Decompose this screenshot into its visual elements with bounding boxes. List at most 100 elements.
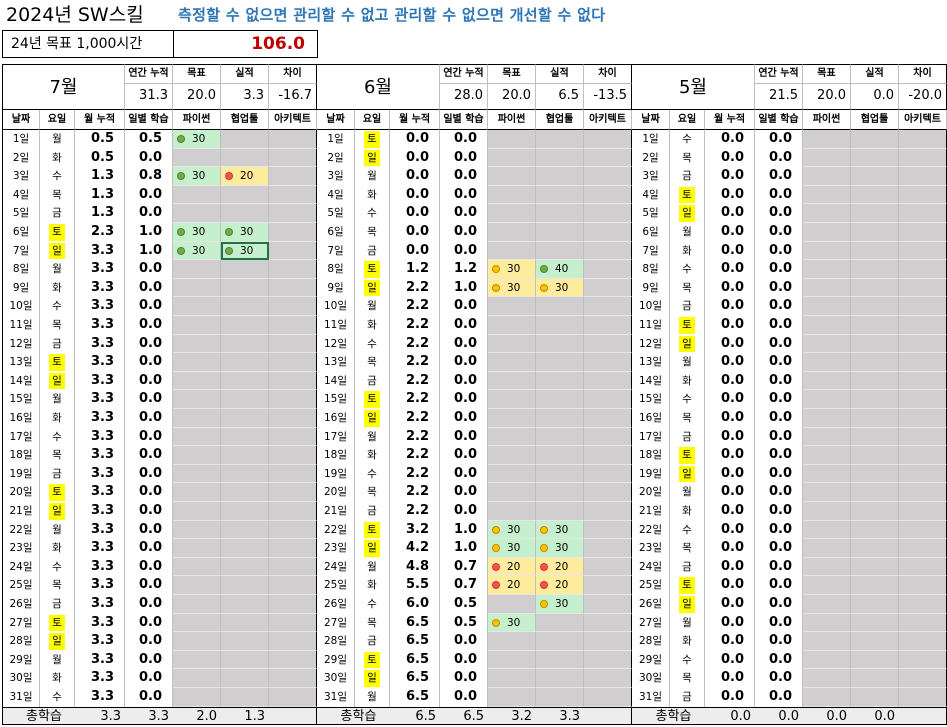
python-cell[interactable] <box>173 595 221 614</box>
collab-cell[interactable] <box>851 390 899 409</box>
python-cell[interactable] <box>803 278 851 298</box>
python-cell[interactable] <box>803 241 851 261</box>
python-cell[interactable] <box>173 409 221 428</box>
collab-cell[interactable] <box>851 167 899 186</box>
collab-cell[interactable] <box>851 502 899 521</box>
arch-cell[interactable] <box>269 167 317 186</box>
arch-cell[interactable] <box>269 483 317 502</box>
python-cell[interactable] <box>803 576 851 595</box>
python-cell[interactable] <box>803 557 851 577</box>
collab-cell[interactable]: 30 <box>536 278 584 298</box>
actual-value[interactable]: 6.5 <box>536 84 584 110</box>
python-cell[interactable] <box>173 464 221 484</box>
arch-cell[interactable] <box>899 260 947 279</box>
arch-cell[interactable] <box>269 241 317 261</box>
arch-cell[interactable] <box>584 241 632 261</box>
arch-cell[interactable] <box>584 353 632 372</box>
arch-cell[interactable] <box>899 185 947 205</box>
actual-value[interactable]: 0.0 <box>851 84 899 110</box>
python-cell[interactable] <box>173 483 221 502</box>
collab-cell[interactable] <box>536 613 584 633</box>
target-value[interactable]: 20.0 <box>173 84 221 110</box>
collab-cell[interactable] <box>221 371 269 391</box>
arch-cell[interactable] <box>584 371 632 391</box>
arch-cell[interactable] <box>269 148 317 168</box>
collab-cell[interactable] <box>851 688 899 707</box>
python-cell[interactable]: 30 <box>488 520 536 540</box>
collab-cell[interactable] <box>851 557 899 577</box>
python-cell[interactable] <box>803 260 851 279</box>
annual-cum-value[interactable]: 28.0 <box>440 84 488 110</box>
python-cell[interactable] <box>173 390 221 409</box>
target-value[interactable]: 20.0 <box>803 84 851 110</box>
collab-cell[interactable] <box>221 557 269 577</box>
python-cell[interactable] <box>803 371 851 391</box>
python-cell[interactable] <box>803 148 851 168</box>
arch-cell[interactable] <box>584 409 632 428</box>
python-cell[interactable] <box>803 502 851 521</box>
python-cell[interactable] <box>173 669 221 688</box>
goal-value[interactable]: 106.0 <box>251 34 305 54</box>
python-cell[interactable] <box>488 130 536 149</box>
collab-cell[interactable] <box>536 353 584 372</box>
arch-cell[interactable] <box>899 576 947 595</box>
arch-cell[interactable] <box>899 520 947 540</box>
arch-cell[interactable] <box>269 185 317 205</box>
python-cell[interactable] <box>803 595 851 614</box>
arch-cell[interactable] <box>899 669 947 688</box>
python-cell[interactable] <box>488 669 536 688</box>
python-cell[interactable] <box>803 204 851 223</box>
python-cell[interactable] <box>173 148 221 168</box>
arch-cell[interactable] <box>899 130 947 149</box>
arch-cell[interactable] <box>269 278 317 298</box>
collab-cell[interactable]: 30 <box>221 241 269 261</box>
arch-cell[interactable] <box>584 260 632 279</box>
arch-cell[interactable] <box>269 204 317 223</box>
python-cell[interactable] <box>488 148 536 168</box>
arch-cell[interactable] <box>269 260 317 279</box>
collab-cell[interactable] <box>221 688 269 707</box>
arch-cell[interactable] <box>899 502 947 521</box>
collab-cell[interactable] <box>221 502 269 521</box>
arch-cell[interactable] <box>269 427 317 447</box>
arch-cell[interactable] <box>584 278 632 298</box>
arch-cell[interactable] <box>584 632 632 651</box>
arch-cell[interactable] <box>269 223 317 242</box>
arch-cell[interactable] <box>584 613 632 633</box>
arch-cell[interactable] <box>899 223 947 242</box>
collab-cell[interactable] <box>221 520 269 540</box>
collab-cell[interactable] <box>221 334 269 354</box>
collab-cell[interactable] <box>851 371 899 391</box>
python-cell[interactable] <box>488 223 536 242</box>
collab-cell[interactable] <box>221 595 269 614</box>
python-cell[interactable] <box>488 688 536 707</box>
arch-cell[interactable] <box>269 297 317 316</box>
arch-cell[interactable] <box>899 148 947 168</box>
python-cell[interactable] <box>803 427 851 447</box>
collab-cell[interactable] <box>536 297 584 316</box>
collab-cell[interactable] <box>221 427 269 447</box>
collab-cell[interactable] <box>221 148 269 168</box>
collab-cell[interactable]: 20 <box>221 167 269 186</box>
collab-cell[interactable] <box>536 316 584 335</box>
collab-cell[interactable] <box>851 204 899 223</box>
python-cell[interactable] <box>803 409 851 428</box>
collab-cell[interactable] <box>221 185 269 205</box>
collab-cell[interactable] <box>536 650 584 670</box>
arch-cell[interactable] <box>584 185 632 205</box>
collab-cell[interactable] <box>851 241 899 261</box>
arch-cell[interactable] <box>899 650 947 670</box>
arch-cell[interactable] <box>584 223 632 242</box>
arch-cell[interactable] <box>269 390 317 409</box>
arch-cell[interactable] <box>899 539 947 558</box>
python-cell[interactable] <box>173 185 221 205</box>
python-cell[interactable] <box>803 613 851 633</box>
python-cell[interactable]: 30 <box>488 278 536 298</box>
arch-cell[interactable] <box>899 278 947 298</box>
python-cell[interactable] <box>173 297 221 316</box>
arch-cell[interactable] <box>584 576 632 595</box>
arch-cell[interactable] <box>584 316 632 335</box>
collab-cell[interactable] <box>536 688 584 707</box>
python-cell[interactable] <box>488 167 536 186</box>
collab-cell[interactable]: 30 <box>536 595 584 614</box>
